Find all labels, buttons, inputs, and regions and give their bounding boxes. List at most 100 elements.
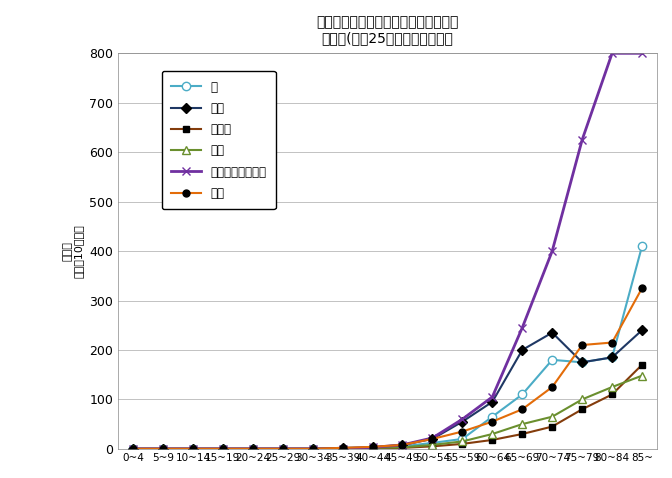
大腸 xyxy=(489,419,497,424)
膵臓 xyxy=(398,445,407,450)
気管・気管支・肺 xyxy=(518,325,526,331)
肝臓 xyxy=(398,442,407,448)
気管・気管支・肺 xyxy=(458,416,466,422)
胃 xyxy=(398,444,407,449)
胆のう xyxy=(189,446,197,452)
膵臓 xyxy=(249,446,257,452)
大腸 xyxy=(339,445,347,451)
膵臓 xyxy=(189,446,197,452)
大腸 xyxy=(279,446,287,452)
肝臓 xyxy=(578,359,586,365)
胃 xyxy=(608,355,616,360)
気管・気管支・肺 xyxy=(368,445,376,450)
胃 xyxy=(548,357,556,363)
膵臓 xyxy=(279,446,287,452)
大腸 xyxy=(398,442,407,448)
胆のう xyxy=(249,446,257,452)
胆のう xyxy=(429,444,437,449)
胆のう xyxy=(219,446,227,452)
大腸 xyxy=(518,406,526,412)
胃 xyxy=(638,243,646,249)
膵臓 xyxy=(129,446,137,452)
胆のう xyxy=(489,437,497,443)
胃 xyxy=(489,414,497,420)
膵臓 xyxy=(339,446,347,452)
Legend: 胃, 肝臓, 胆のう, 膵臓, 気管・気管支・肺, 大腸: 胃, 肝臓, 胆のう, 膵臓, 気管・気管支・肺, 大腸 xyxy=(162,71,276,209)
膵臓 xyxy=(219,446,227,452)
膵臓 xyxy=(458,438,466,444)
Line: 大腸: 大腸 xyxy=(130,285,646,452)
肝臓 xyxy=(189,446,197,452)
気管・気管支・肺 xyxy=(429,435,437,441)
胆のう xyxy=(638,362,646,368)
膵臓 xyxy=(489,431,497,437)
胆のう xyxy=(339,446,347,452)
肝臓 xyxy=(129,446,137,452)
胃 xyxy=(219,446,227,452)
Title: 部位別にみた悪性新生物の年齢階級別
死亡率(平成25年　男　熊本県）: 部位別にみた悪性新生物の年齢階級別 死亡率(平成25年 男 熊本県） xyxy=(317,15,459,45)
胃 xyxy=(429,440,437,446)
胃 xyxy=(368,445,376,451)
胃 xyxy=(279,446,287,452)
膵臓 xyxy=(368,445,376,451)
胆のう xyxy=(308,446,317,452)
肝臓 xyxy=(219,446,227,452)
気管・気管支・肺 xyxy=(308,446,317,452)
肝臓 xyxy=(518,347,526,353)
気管・気管支・肺 xyxy=(219,446,227,452)
大腸 xyxy=(429,436,437,442)
気管・気管支・肺 xyxy=(189,446,197,452)
大腸 xyxy=(548,384,556,390)
胃 xyxy=(458,436,466,442)
大腸 xyxy=(368,444,376,450)
Line: 肝臓: 肝臓 xyxy=(130,326,646,452)
肝臓 xyxy=(608,355,616,360)
気管・気管支・肺 xyxy=(638,51,646,56)
胆のう xyxy=(518,431,526,437)
Line: 胃: 胃 xyxy=(129,242,646,453)
膵臓 xyxy=(308,446,317,452)
胃 xyxy=(518,391,526,397)
肝臓 xyxy=(368,445,376,450)
胃 xyxy=(339,446,347,452)
胆のう xyxy=(279,446,287,452)
大腸 xyxy=(608,340,616,346)
胆のう xyxy=(368,446,376,452)
Line: 胆のう: 胆のう xyxy=(130,361,646,452)
胆のう xyxy=(548,424,556,429)
胃 xyxy=(308,446,317,452)
肝臓 xyxy=(548,330,556,336)
膵臓 xyxy=(548,414,556,420)
膵臓 xyxy=(429,442,437,448)
肝臓 xyxy=(339,445,347,451)
気管・気管支・肺 xyxy=(159,446,167,452)
膵臓 xyxy=(578,397,586,402)
胃 xyxy=(129,446,137,452)
肝臓 xyxy=(429,436,437,442)
Line: 気管・気管支・肺: 気管・気管支・肺 xyxy=(129,49,646,453)
胃 xyxy=(578,359,586,365)
肝臓 xyxy=(489,399,497,405)
胃 xyxy=(159,446,167,452)
気管・気管支・肺 xyxy=(249,446,257,452)
気管・気管支・肺 xyxy=(339,446,347,452)
気管・気管支・肺 xyxy=(608,51,616,56)
Line: 膵臓: 膵臓 xyxy=(129,371,646,453)
大腸 xyxy=(219,446,227,452)
気管・気管支・肺 xyxy=(279,446,287,452)
大腸 xyxy=(129,446,137,452)
胆のう xyxy=(458,441,466,447)
気管・気管支・肺 xyxy=(548,248,556,254)
大腸 xyxy=(458,429,466,435)
大腸 xyxy=(308,446,317,452)
大腸 xyxy=(189,446,197,452)
肝臓 xyxy=(638,327,646,333)
大腸 xyxy=(159,446,167,452)
肝臓 xyxy=(279,446,287,452)
肝臓 xyxy=(249,446,257,452)
気管・気管支・肺 xyxy=(129,446,137,452)
肝臓 xyxy=(458,419,466,424)
肝臓 xyxy=(308,446,317,452)
大腸 xyxy=(638,285,646,291)
胆のう xyxy=(578,406,586,412)
